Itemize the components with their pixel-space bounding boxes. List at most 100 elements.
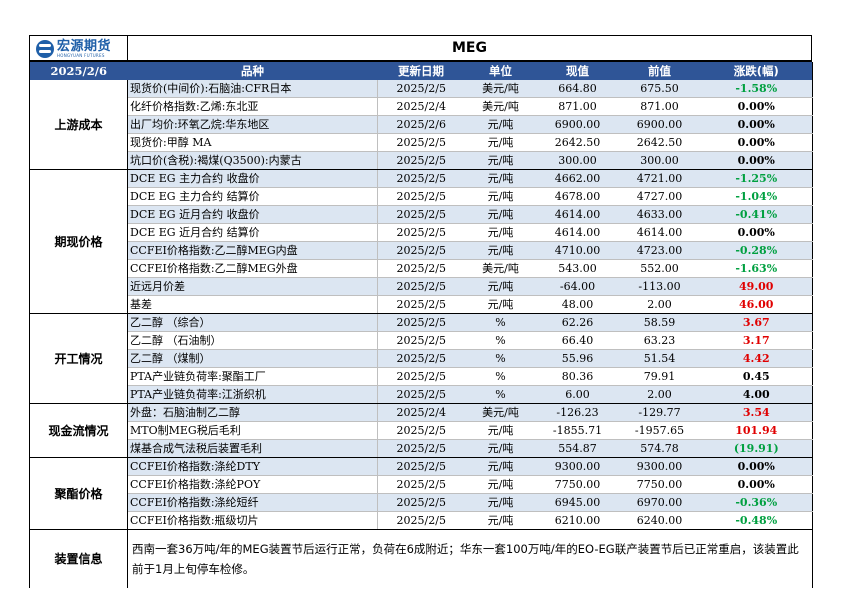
item-name: 乙二醇 （煤制） <box>127 349 378 368</box>
item-name: 现货价:甲醇 MA <box>127 133 378 152</box>
brand-name-en: HONGYUAN FUTURES <box>57 52 105 58</box>
update-date: 2025/2/5 <box>377 80 465 98</box>
current-value: 871.00 <box>536 97 619 116</box>
current-value: 4678.00 <box>536 187 619 206</box>
current-value: 4614.00 <box>536 223 619 242</box>
unit: 元/吨 <box>464 493 537 512</box>
update-date: 2025/2/6 <box>377 115 465 134</box>
change-value: 0.00% <box>700 133 813 152</box>
previous-value: 2.00 <box>618 385 701 404</box>
change-value: 0.00% <box>700 97 813 116</box>
item-name: MTO制MEG税后毛利 <box>127 421 378 440</box>
table-row: CCFEI价格指数:乙二醇MEG外盘 2025/2/5 美元/吨 543.00 552.… <box>30 259 813 278</box>
item-name: 煤基合成气法税后装置毛利 <box>127 439 378 458</box>
header-row: 2025/2/6 品种 更新日期 单位 现值 前值 涨跌(幅) <box>29 62 813 80</box>
previous-value: 4721.00 <box>618 169 701 188</box>
previous-value: 4727.00 <box>618 187 701 206</box>
brand-logo: 宏源期货 HONGYUAN FUTURES <box>30 36 128 61</box>
change-value: -0.36% <box>700 493 813 512</box>
current-value: 55.96 <box>536 349 619 368</box>
table-row: 煤基合成气法税后装置毛利 2025/2/5 元/吨 554.87 574.78 (19.9… <box>30 439 813 458</box>
update-date: 2025/2/5 <box>377 241 465 260</box>
item-name: CCFEI价格指数:乙二醇MEG外盘 <box>127 259 378 278</box>
previous-value: 574.78 <box>618 439 701 458</box>
update-date: 2025/2/5 <box>377 421 465 440</box>
update-date: 2025/2/5 <box>377 457 465 476</box>
current-value: 6900.00 <box>536 115 619 134</box>
unit: 元/吨 <box>464 457 537 476</box>
item-name: DCE EG 近月合约 收盘价 <box>127 205 378 224</box>
change-value: 0.00% <box>700 475 813 494</box>
category-label: 开工情况 <box>29 313 128 404</box>
previous-value: 6240.00 <box>618 511 701 530</box>
change-value: -1.63% <box>700 259 813 278</box>
table-row: 现货价:甲醇 MA 2025/2/5 元/吨 2642.50 2642.50 0.00% <box>30 133 813 152</box>
current-value: 4614.00 <box>536 205 619 224</box>
unit: 元/吨 <box>464 223 537 242</box>
unit: 元/吨 <box>464 151 537 170</box>
report-sheet: 宏源期货 HONGYUAN FUTURES MEG 2025/2/6 品种 更新… <box>29 35 813 588</box>
current-value: 4710.00 <box>536 241 619 260</box>
change-value: -1.25% <box>700 169 813 188</box>
item-name: CCFEI价格指数:涤纶POY <box>127 475 378 494</box>
page-title: MEG <box>452 40 487 56</box>
change-value: 0.45 <box>700 367 813 386</box>
unit: 元/吨 <box>464 241 537 260</box>
unit: % <box>464 367 537 386</box>
table-row: 乙二醇 （煤制） 2025/2/5% 55.96 51.54 4.42 <box>30 349 813 368</box>
item-name: 近远月价差 <box>127 277 378 296</box>
item-name: 坑口价(含税):褐煤(Q3500):内蒙古 <box>127 151 378 170</box>
item-name: PTA产业链负荷率:江浙织机 <box>127 385 378 404</box>
item-name: 外盘：石脑油制乙二醇 <box>127 403 378 422</box>
table-row: CCFEI价格指数:涤纶短纤 2025/2/5 元/吨 6945.00 6970.00-… <box>30 493 813 512</box>
change-value: 3.17 <box>700 331 813 350</box>
note-label: 装置信息 <box>29 529 128 588</box>
change-value: -0.48% <box>700 511 813 530</box>
table-row: 开工情况 乙二醇 （综合） 2025/2/5% 62.26 58.59 3.67 <box>29 313 813 404</box>
unit: 元/吨 <box>464 277 537 296</box>
item-name: DCE EG 主力合约 收盘价 <box>127 169 378 188</box>
update-date: 2025/2/5 <box>377 331 465 350</box>
update-date: 2025/2/5 <box>377 277 465 296</box>
previous-value: 300.00 <box>618 151 701 170</box>
category-label: 期现价格 <box>29 169 128 314</box>
category-label: 现金流情况 <box>29 403 128 458</box>
table-row: PTA产业链负荷率:江浙织机 2025/2/5% 6.00 2.00 4.00 <box>30 385 813 404</box>
change-value: 0.00% <box>700 223 813 242</box>
table-row: 化纤价格指数:乙烯:东北亚 2025/2/4 美元/吨 871.00 871.00 0.0… <box>30 97 813 116</box>
previous-value: 63.23 <box>618 331 701 350</box>
item-name: DCE EG 近月合约 结算价 <box>127 223 378 242</box>
update-date: 2025/2/5 <box>377 349 465 368</box>
unit: 元/吨 <box>464 439 537 458</box>
update-date: 2025/2/5 <box>377 295 465 314</box>
unit: 元/吨 <box>464 475 537 494</box>
previous-value: 675.50 <box>618 80 701 98</box>
change-value: 0.00% <box>700 115 813 134</box>
unit: 元/吨 <box>464 421 537 440</box>
col-header-unit: 单位 <box>464 62 537 80</box>
item-name: 乙二醇 （石油制） <box>127 331 378 350</box>
update-date: 2025/2/5 <box>377 223 465 242</box>
col-header-item: 品种 <box>127 62 378 80</box>
current-value: -64.00 <box>536 277 619 296</box>
current-value: 48.00 <box>536 295 619 314</box>
change-value: 46.00 <box>700 295 813 314</box>
change-value: (19.91) <box>700 439 813 458</box>
previous-value: 2642.50 <box>618 133 701 152</box>
current-value: 6945.00 <box>536 493 619 512</box>
note-text: 西南一套36万吨/年的MEG装置节后运行正常，负荷在6成附近；华东一套100万吨… <box>127 529 813 588</box>
table-row: DCE EG 近月合约 结算价 2025/2/5 元/吨 4614.00 4614.00… <box>30 223 813 242</box>
current-value: 80.36 <box>536 367 619 386</box>
item-name: CCFEI价格指数:涤纶短纤 <box>127 493 378 512</box>
change-value: 4.00 <box>700 385 813 404</box>
unit: 美元/吨 <box>464 80 537 98</box>
update-date: 2025/2/4 <box>377 97 465 116</box>
item-name: 现货价(中间价):石脑油:CFR日本 <box>127 80 378 98</box>
col-header-change: 涨跌(幅) <box>700 62 813 80</box>
change-value: 101.94 <box>700 421 813 440</box>
previous-value: 4723.00 <box>618 241 701 260</box>
current-value: 554.87 <box>536 439 619 458</box>
current-value: 2642.50 <box>536 133 619 152</box>
unit: 元/吨 <box>464 205 537 224</box>
table-row: 期现价格 DCE EG 主力合约 收盘价 2025/2/5 元/吨 4662.00 472… <box>29 169 813 314</box>
